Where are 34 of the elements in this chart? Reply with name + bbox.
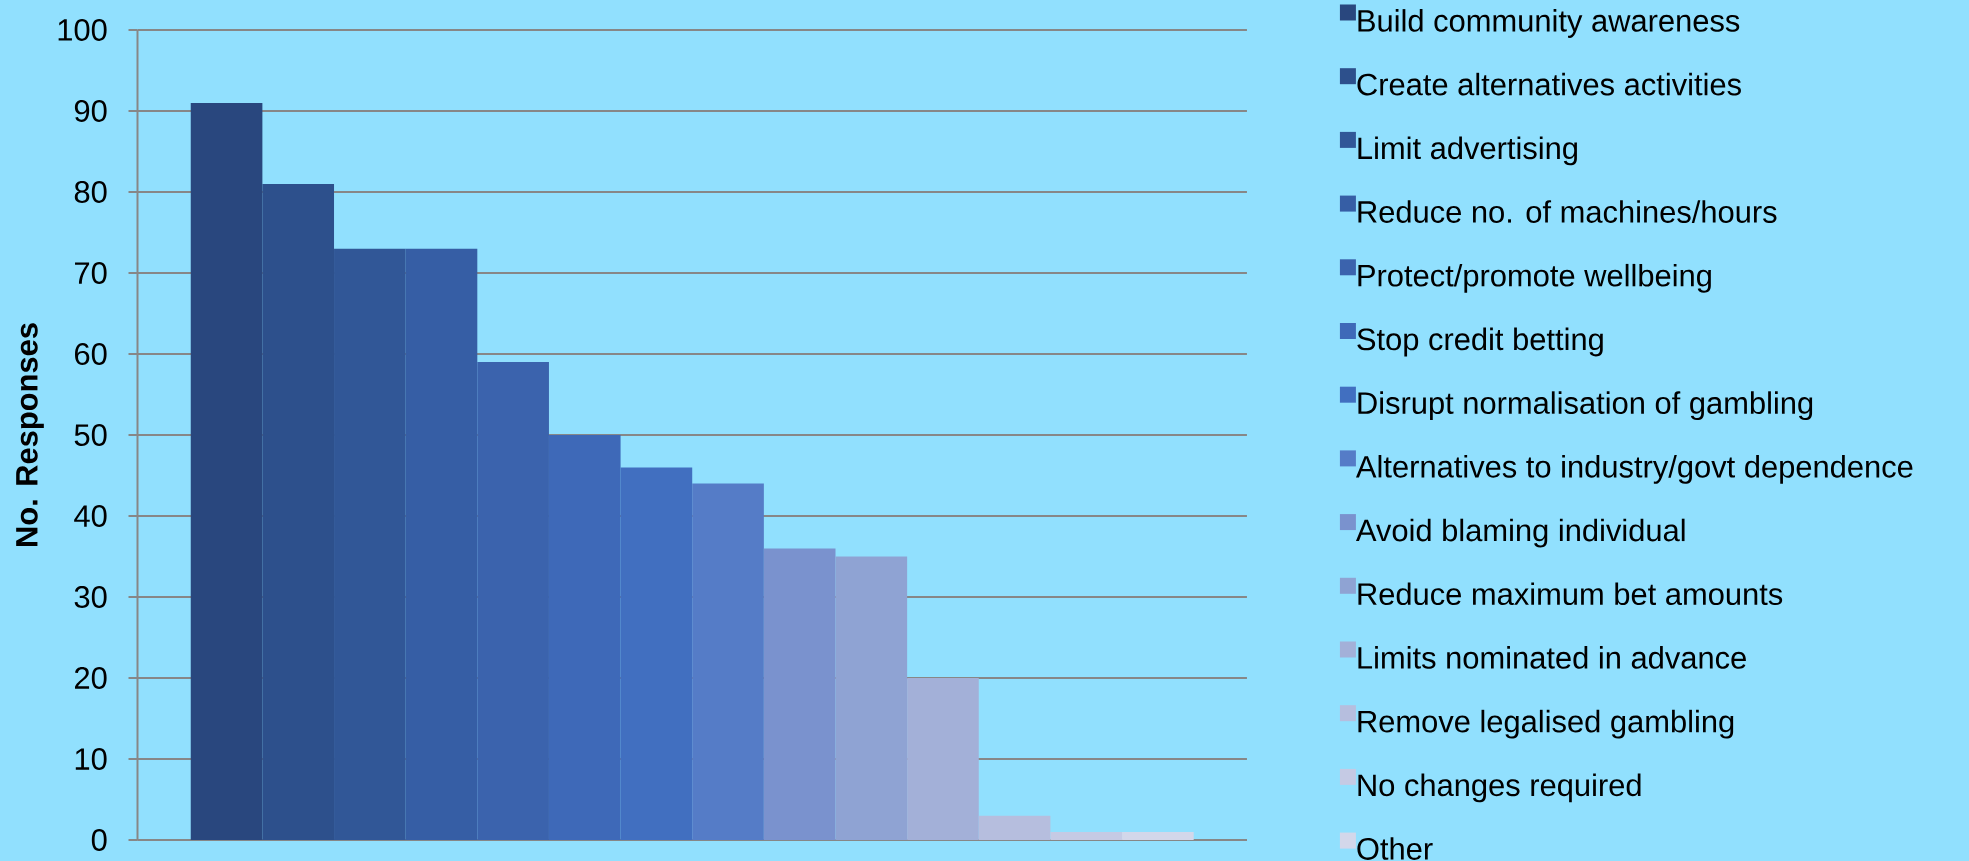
- legend-label: Other: [1357, 837, 1433, 860]
- bar: [907, 678, 979, 840]
- y-tick-label: 40: [74, 505, 107, 527]
- legend-label: Build community awareness: [1358, 9, 1740, 38]
- legend-label: Protect/promote wellbeing: [1358, 263, 1711, 293]
- legend-label: Limits nominated in advance: [1358, 646, 1746, 669]
- y-axis-title: No. Responses: [16, 323, 44, 546]
- legend-label: Disrupt normalisation of gambling: [1358, 391, 1813, 421]
- y-tick-label: 80: [74, 181, 107, 203]
- y-tick-label: 10: [75, 748, 107, 770]
- legend-label: Limit advertising: [1358, 136, 1578, 166]
- y-tick-label: 60: [75, 343, 107, 365]
- bar: [835, 556, 908, 840]
- y-tick-label: 100: [58, 19, 107, 41]
- legend-label: No changes required: [1358, 773, 1641, 803]
- bar: [978, 815, 1051, 840]
- y-tick-label: 30: [74, 586, 107, 608]
- bar: [190, 102, 263, 840]
- legend-label: Stop credit betting: [1357, 327, 1603, 357]
- legend-label: Alternatives to industry/govt dependence: [1355, 455, 1913, 484]
- legend-label: Remove legalised gambling: [1358, 709, 1734, 739]
- legend-label: Create alternatives activities: [1357, 72, 1741, 96]
- legend-label: Avoid blaming individual: [1355, 518, 1685, 548]
- bar: [1122, 831, 1194, 840]
- y-tick-label: 50: [74, 424, 107, 446]
- legend-label: Reduce maximum bet amounts: [1358, 582, 1783, 606]
- y-tick-label: 70: [75, 262, 107, 284]
- bar: [763, 548, 836, 840]
- y-tick-label: 90: [74, 100, 107, 122]
- bar: [692, 483, 764, 840]
- legend-label: Reduce no. of machines/hours: [1358, 200, 1777, 223]
- y-tick-label: 20: [74, 667, 107, 689]
- y-tick-label: 0: [91, 829, 107, 851]
- bar: [1050, 831, 1123, 840]
